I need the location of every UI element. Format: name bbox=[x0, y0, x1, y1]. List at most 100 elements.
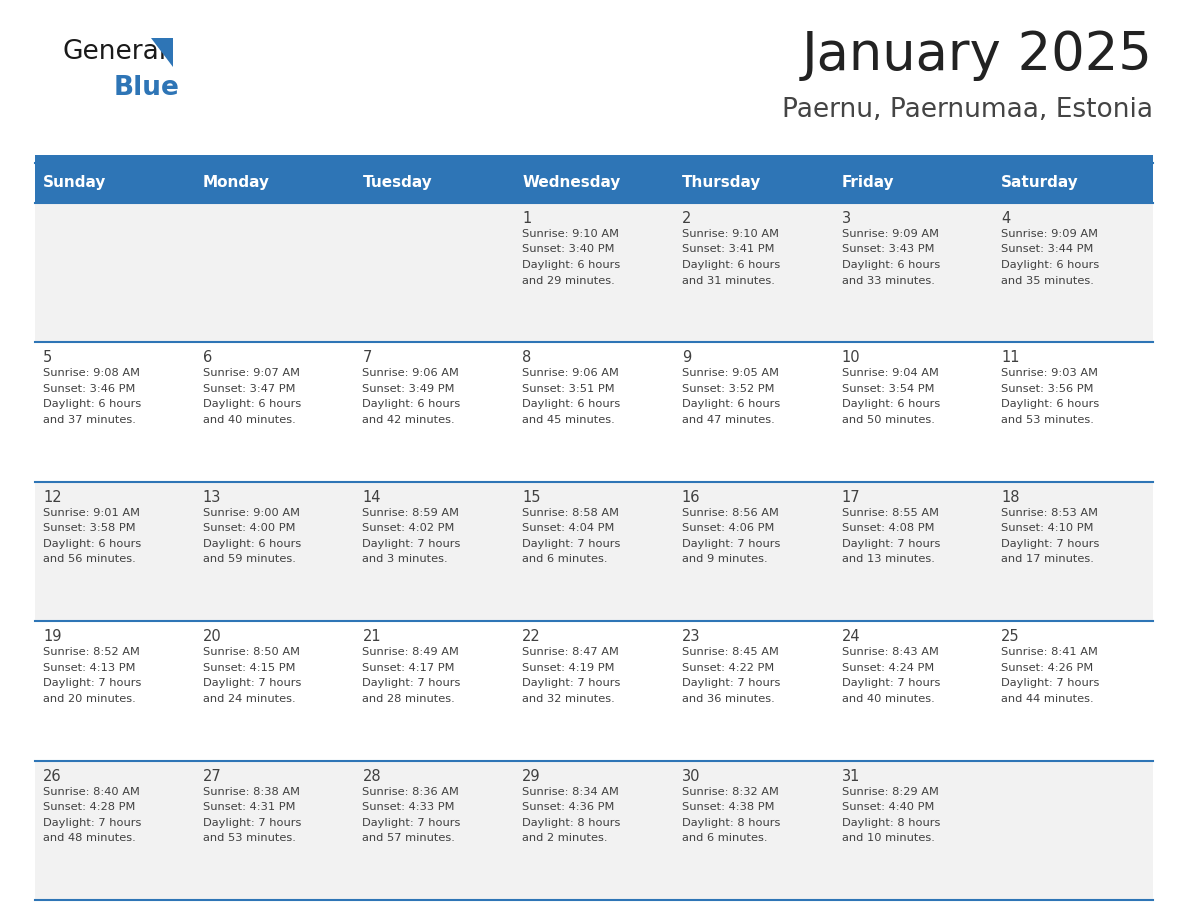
Text: Daylight: 7 hours: Daylight: 7 hours bbox=[523, 539, 620, 549]
Bar bbox=[195, 163, 354, 203]
Text: Sunset: 3:56 PM: Sunset: 3:56 PM bbox=[1001, 384, 1094, 394]
Text: Sunrise: 9:04 AM: Sunrise: 9:04 AM bbox=[841, 368, 939, 378]
Text: Sunrise: 9:10 AM: Sunrise: 9:10 AM bbox=[523, 229, 619, 239]
Text: Daylight: 6 hours: Daylight: 6 hours bbox=[841, 399, 940, 409]
Text: Daylight: 7 hours: Daylight: 7 hours bbox=[362, 818, 461, 828]
Text: Sunset: 3:51 PM: Sunset: 3:51 PM bbox=[523, 384, 614, 394]
Text: Daylight: 6 hours: Daylight: 6 hours bbox=[362, 399, 461, 409]
Text: Sunrise: 8:41 AM: Sunrise: 8:41 AM bbox=[1001, 647, 1098, 657]
Text: Sunrise: 8:38 AM: Sunrise: 8:38 AM bbox=[203, 787, 299, 797]
Text: 17: 17 bbox=[841, 490, 860, 505]
Bar bbox=[834, 482, 993, 621]
Text: 29: 29 bbox=[523, 768, 541, 784]
Text: 14: 14 bbox=[362, 490, 381, 505]
Text: and 10 minutes.: and 10 minutes. bbox=[841, 834, 935, 843]
Text: and 47 minutes.: and 47 minutes. bbox=[682, 415, 775, 425]
Bar bbox=[514, 761, 674, 900]
Text: Sunrise: 9:01 AM: Sunrise: 9:01 AM bbox=[43, 508, 140, 518]
Text: Sunset: 3:58 PM: Sunset: 3:58 PM bbox=[43, 523, 135, 533]
Bar bbox=[34, 482, 195, 621]
Text: and 59 minutes.: and 59 minutes. bbox=[203, 554, 296, 565]
Text: 21: 21 bbox=[362, 629, 381, 644]
Text: 8: 8 bbox=[523, 351, 531, 365]
Bar bbox=[195, 761, 354, 900]
Text: Sunset: 4:22 PM: Sunset: 4:22 PM bbox=[682, 663, 775, 673]
Text: and 53 minutes.: and 53 minutes. bbox=[203, 834, 296, 843]
Text: Sunset: 4:15 PM: Sunset: 4:15 PM bbox=[203, 663, 295, 673]
Text: and 6 minutes.: and 6 minutes. bbox=[523, 554, 607, 565]
Bar bbox=[674, 621, 834, 761]
Text: Sunset: 4:36 PM: Sunset: 4:36 PM bbox=[523, 802, 614, 812]
Text: Daylight: 7 hours: Daylight: 7 hours bbox=[1001, 678, 1100, 688]
Bar bbox=[354, 163, 514, 203]
Text: and 31 minutes.: and 31 minutes. bbox=[682, 275, 775, 285]
Text: Sunset: 4:40 PM: Sunset: 4:40 PM bbox=[841, 802, 934, 812]
Text: Daylight: 8 hours: Daylight: 8 hours bbox=[682, 818, 781, 828]
Text: Sunrise: 8:58 AM: Sunrise: 8:58 AM bbox=[523, 508, 619, 518]
Bar bbox=[34, 761, 195, 900]
Text: Sunrise: 8:32 AM: Sunrise: 8:32 AM bbox=[682, 787, 778, 797]
Text: 24: 24 bbox=[841, 629, 860, 644]
Text: Sunrise: 9:08 AM: Sunrise: 9:08 AM bbox=[43, 368, 140, 378]
Bar bbox=[195, 342, 354, 482]
Text: 5: 5 bbox=[43, 351, 52, 365]
Text: Thursday: Thursday bbox=[682, 175, 762, 191]
Text: Sunset: 4:38 PM: Sunset: 4:38 PM bbox=[682, 802, 775, 812]
Text: Daylight: 6 hours: Daylight: 6 hours bbox=[203, 399, 301, 409]
Text: Sunset: 3:40 PM: Sunset: 3:40 PM bbox=[523, 244, 614, 254]
Text: Sunrise: 8:55 AM: Sunrise: 8:55 AM bbox=[841, 508, 939, 518]
Text: and 42 minutes.: and 42 minutes. bbox=[362, 415, 455, 425]
Text: Daylight: 6 hours: Daylight: 6 hours bbox=[43, 399, 141, 409]
Bar bbox=[34, 163, 195, 203]
Bar bbox=[354, 621, 514, 761]
Text: Daylight: 6 hours: Daylight: 6 hours bbox=[523, 260, 620, 270]
Text: 30: 30 bbox=[682, 768, 701, 784]
Text: Sunrise: 9:10 AM: Sunrise: 9:10 AM bbox=[682, 229, 779, 239]
Text: Sunset: 4:13 PM: Sunset: 4:13 PM bbox=[43, 663, 135, 673]
Text: and 44 minutes.: and 44 minutes. bbox=[1001, 694, 1094, 704]
Bar bbox=[354, 482, 514, 621]
Text: 25: 25 bbox=[1001, 629, 1020, 644]
Bar bbox=[354, 203, 514, 342]
Text: Sunrise: 8:34 AM: Sunrise: 8:34 AM bbox=[523, 787, 619, 797]
Text: and 29 minutes.: and 29 minutes. bbox=[523, 275, 615, 285]
Text: 13: 13 bbox=[203, 490, 221, 505]
Text: Daylight: 7 hours: Daylight: 7 hours bbox=[841, 678, 940, 688]
Bar bbox=[195, 482, 354, 621]
Text: and 35 minutes.: and 35 minutes. bbox=[1001, 275, 1094, 285]
Text: and 45 minutes.: and 45 minutes. bbox=[523, 415, 615, 425]
Text: and 33 minutes.: and 33 minutes. bbox=[841, 275, 935, 285]
Text: General: General bbox=[62, 39, 166, 65]
Bar bbox=[834, 163, 993, 203]
Bar bbox=[674, 482, 834, 621]
Text: 28: 28 bbox=[362, 768, 381, 784]
Text: Sunrise: 8:59 AM: Sunrise: 8:59 AM bbox=[362, 508, 460, 518]
Text: Sunrise: 9:09 AM: Sunrise: 9:09 AM bbox=[841, 229, 939, 239]
Text: Monday: Monday bbox=[203, 175, 270, 191]
Text: Daylight: 7 hours: Daylight: 7 hours bbox=[362, 539, 461, 549]
Text: and 48 minutes.: and 48 minutes. bbox=[43, 834, 135, 843]
Text: 18: 18 bbox=[1001, 490, 1019, 505]
Text: Sunset: 3:49 PM: Sunset: 3:49 PM bbox=[362, 384, 455, 394]
Text: Sunset: 4:06 PM: Sunset: 4:06 PM bbox=[682, 523, 775, 533]
Bar bbox=[834, 761, 993, 900]
Text: 10: 10 bbox=[841, 351, 860, 365]
Bar bbox=[993, 203, 1154, 342]
Text: Daylight: 6 hours: Daylight: 6 hours bbox=[523, 399, 620, 409]
Text: 2: 2 bbox=[682, 211, 691, 226]
Bar bbox=[674, 342, 834, 482]
Text: Sunset: 4:24 PM: Sunset: 4:24 PM bbox=[841, 663, 934, 673]
Text: 15: 15 bbox=[523, 490, 541, 505]
Text: Sunrise: 9:06 AM: Sunrise: 9:06 AM bbox=[362, 368, 460, 378]
Text: Daylight: 7 hours: Daylight: 7 hours bbox=[203, 678, 301, 688]
Text: 12: 12 bbox=[43, 490, 62, 505]
Bar bbox=[834, 203, 993, 342]
Text: Wednesday: Wednesday bbox=[523, 175, 620, 191]
Text: 7: 7 bbox=[362, 351, 372, 365]
Polygon shape bbox=[151, 38, 173, 67]
Text: Daylight: 6 hours: Daylight: 6 hours bbox=[1001, 260, 1100, 270]
Text: Daylight: 7 hours: Daylight: 7 hours bbox=[682, 539, 781, 549]
Bar bbox=[354, 342, 514, 482]
Text: Daylight: 6 hours: Daylight: 6 hours bbox=[682, 399, 781, 409]
Text: 20: 20 bbox=[203, 629, 221, 644]
